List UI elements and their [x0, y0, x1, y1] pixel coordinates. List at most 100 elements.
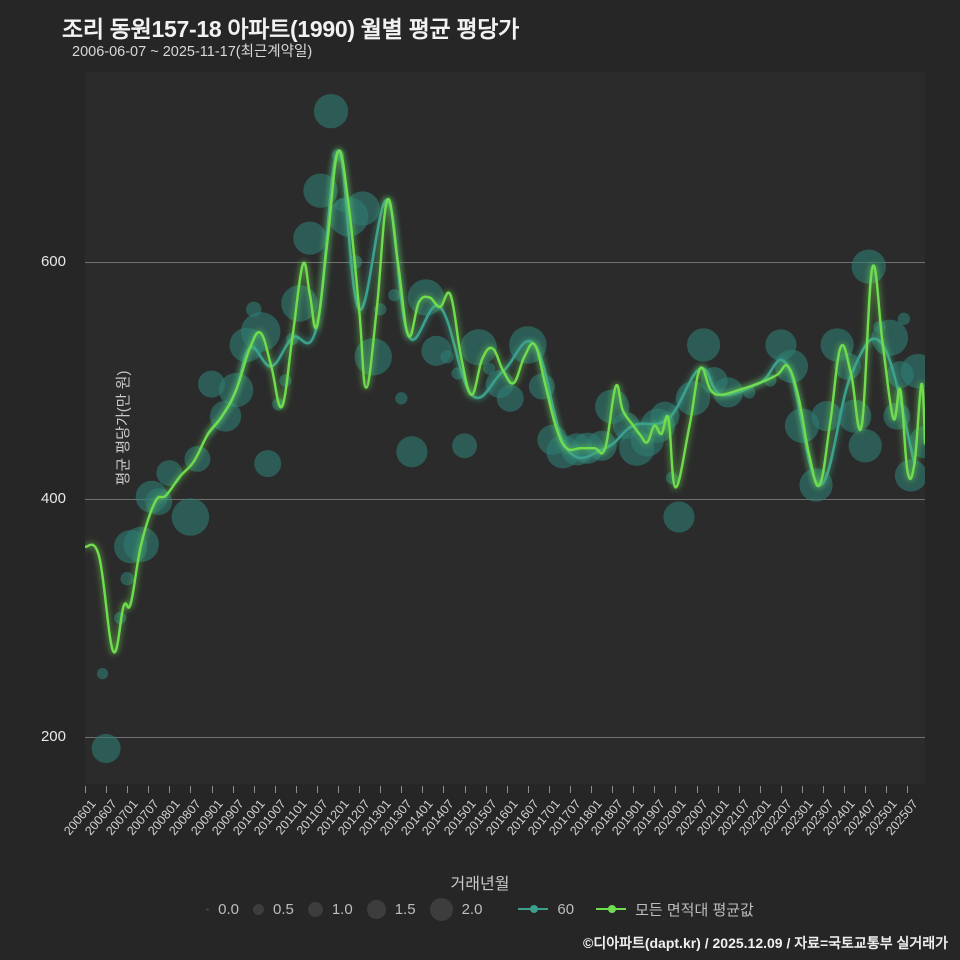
gridline: [85, 499, 925, 501]
legend-series-marker: [518, 902, 549, 916]
x-axis-tick-mark: [612, 786, 614, 793]
scatter-bubble: [388, 288, 401, 302]
x-axis-tick-mark: [232, 786, 234, 793]
legend-size-item: 1.5: [366, 899, 416, 919]
legend-size-label: 0.5: [272, 900, 294, 918]
scatter-bubble: [774, 349, 809, 383]
scatter-bubble: [245, 301, 262, 318]
scatter-bubble: [198, 370, 226, 398]
scatter-bubble: [452, 433, 478, 459]
x-axis-tick-mark: [295, 786, 297, 793]
x-axis-tick-mark: [253, 786, 255, 793]
scatter-bubble: [313, 93, 349, 129]
x-axis-tick-mark: [316, 786, 318, 793]
gridline: [85, 736, 925, 738]
x-axis-tick-mark: [485, 786, 487, 793]
y-axis-tick-label: 200: [40, 727, 66, 745]
legend-point-swatch: [608, 905, 617, 913]
scatter-bubbles: [91, 93, 925, 763]
legend-size-item: 2.0: [429, 897, 483, 921]
x-axis-tick-mark: [548, 786, 550, 793]
scatter-bubble: [440, 350, 454, 364]
legend-series-item[interactable]: 모든 면적대 평균값: [596, 899, 754, 920]
x-axis-tick-mark: [274, 786, 276, 793]
x-axis-tick-mark: [359, 786, 361, 793]
chart-canvas: [85, 93, 925, 763]
x-axis-tick-mark: [85, 786, 86, 793]
y-axis-tick-label: 400: [40, 490, 66, 508]
x-axis-tick-mark: [106, 786, 108, 793]
y-axis-label: 평균 평당가(만 원): [115, 370, 132, 486]
x-axis-tick-mark: [422, 786, 424, 793]
x-axis-tick-mark: [696, 786, 698, 793]
scatter-bubble: [395, 392, 408, 405]
x-axis-tick-mark: [169, 786, 171, 793]
scatter-bubble: [871, 319, 909, 357]
legend-series-label: 60: [557, 900, 575, 918]
scatter-bubble: [91, 733, 121, 763]
series-line: [85, 149, 925, 654]
legend-items: 0.0 0.5 1.0 1.5 2.0 60 모든 면적대 평균값: [0, 894, 960, 924]
scatter-bubble: [254, 450, 282, 478]
scatter-bubble: [396, 436, 428, 468]
x-axis-tick-mark: [211, 786, 213, 793]
scatter-bubble: [135, 480, 168, 513]
legend: 0.0 0.5 1.0 1.5 2.0 60 모든 면적대 평균값: [0, 894, 960, 924]
legend-size-label: 2.0: [461, 900, 483, 918]
scatter-bubble: [156, 460, 183, 487]
x-axis-tick-mark: [527, 786, 529, 793]
x-axis-tick-mark: [190, 786, 192, 793]
legend-series-marker: [596, 902, 627, 916]
scatter-bubble: [900, 353, 925, 389]
x-axis-tick-mark: [801, 786, 803, 793]
scatter-bubble: [686, 328, 721, 362]
y-axis-tick-label: 600: [40, 252, 66, 270]
legend-size-dot: [252, 903, 264, 915]
scatter-bubble: [834, 352, 862, 380]
x-axis-tick-mark: [443, 786, 445, 793]
scatter-bubble: [281, 285, 318, 322]
x-axis-tick-mark: [570, 786, 572, 793]
x-axis-tick-mark: [338, 786, 340, 793]
legend-size-label: 1.0: [331, 900, 353, 918]
x-axis-tick-mark: [717, 786, 719, 793]
gridline: [85, 261, 925, 263]
scatter-bubble: [894, 459, 925, 492]
scatter-bubble: [496, 384, 524, 412]
footer-credit: ©디아파트(dapt.kr) / 2025.12.09 / 자료=국토교통부 실…: [583, 935, 948, 951]
x-axis-tick-mark: [401, 786, 403, 793]
x-axis-label: 거래년월: [450, 876, 510, 893]
legend-size-dot: [366, 899, 386, 919]
scatter-bubble: [897, 312, 911, 325]
legend-series-item[interactable]: 60: [518, 901, 574, 918]
x-axis-tick-mark: [759, 786, 761, 793]
legend-size-dot: [307, 901, 323, 917]
scatter-bubble: [293, 221, 327, 255]
x-axis-tick-mark: [148, 786, 150, 793]
legend-point-swatch: [530, 905, 539, 913]
scatter-bubble: [120, 572, 134, 586]
scatter-bubble: [483, 362, 496, 375]
legend-size-item: 1.0: [307, 900, 353, 918]
x-axis-tick-mark: [823, 786, 825, 793]
x-axis-tick-mark: [591, 786, 593, 793]
x-axis-tick-mark: [907, 786, 909, 793]
x-axis-tick-mark: [844, 786, 846, 793]
scatter-bubble: [663, 501, 695, 533]
legend-series-label: 모든 면적대 평균값: [635, 901, 754, 919]
legend-size-label: 0.0: [218, 900, 239, 918]
scatter-bubble: [851, 249, 886, 284]
legend-size-dot: [429, 897, 453, 921]
page-title: 조리 동원157-18 아파트(1990) 월별 평균 평당가: [62, 16, 519, 42]
legend-size-item: 0.5: [252, 900, 294, 918]
legend-size-dot: [206, 907, 210, 911]
scatter-bubble: [460, 329, 497, 366]
x-axis-tick-mark: [865, 786, 867, 793]
x-axis-tick-mark: [127, 786, 129, 793]
scatter-bubble: [345, 191, 380, 226]
plot-area: [85, 72, 925, 784]
x-axis-tick-mark: [633, 786, 635, 793]
x-axis-tick-mark: [886, 786, 888, 793]
x-axis-tick-mark: [506, 786, 508, 793]
